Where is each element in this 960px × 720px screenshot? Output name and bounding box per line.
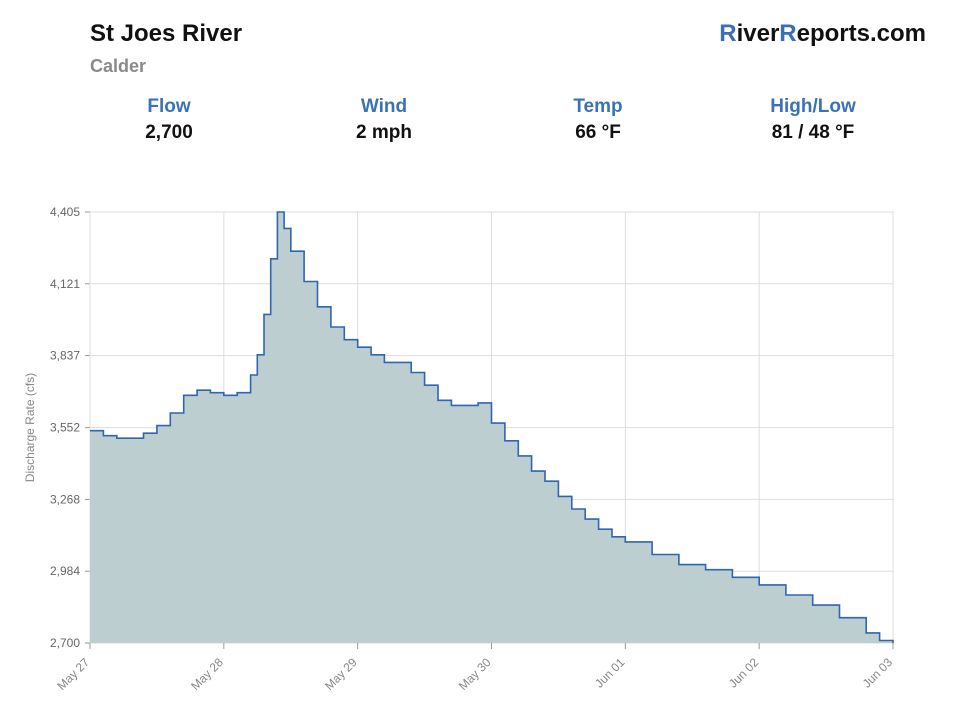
- stat-wind: Wind 2 mph: [294, 96, 474, 144]
- y-tick-label: 3,552: [50, 421, 80, 435]
- y-tick-label: 4,121: [50, 277, 80, 291]
- stat-wind-value: 2 mph: [356, 122, 412, 143]
- x-tick-label: May 29: [322, 655, 360, 693]
- y-tick-label: 3,837: [50, 349, 80, 363]
- logo-letter-r1: R: [719, 20, 737, 47]
- x-tick-label: May 27: [54, 655, 92, 693]
- y-tick-label: 2,984: [50, 564, 80, 578]
- logo-text-part1: iver: [736, 20, 780, 47]
- logo-text-part2: eports.com: [796, 20, 926, 47]
- river-name: St Joes River: [90, 20, 243, 47]
- stat-high-low-value: 81 / 48 °F: [771, 122, 855, 143]
- location-name: Calder: [90, 56, 147, 76]
- x-tick-label: Jun 03: [860, 655, 896, 691]
- y-tick-label: 3,268: [50, 492, 80, 506]
- x-tick-label: Jun 02: [726, 655, 762, 691]
- x-tick-label: May 28: [188, 655, 226, 693]
- stat-wind-label: Wind: [360, 96, 408, 117]
- stat-temp-value: 66 °F: [575, 122, 621, 143]
- stats-bar: Flow 2,700 Wind 2 mph Temp 66 °F High/Lo…: [0, 96, 960, 156]
- series-line: [90, 211, 894, 643]
- stat-high-low-label: High/Low: [770, 96, 856, 117]
- y-tick-label: 2,700: [50, 636, 80, 650]
- x-tick-label: Jun 01: [592, 655, 628, 691]
- x-tick-label: May 30: [456, 655, 494, 693]
- stat-high-low: High/Low 81 / 48 °F: [723, 96, 903, 144]
- site-logo[interactable]: RiverReports.com: [719, 20, 926, 48]
- series-area: [90, 212, 893, 643]
- logo-letter-r2: R: [779, 20, 797, 47]
- stat-temp: Temp 66 °F: [508, 96, 688, 144]
- y-axis-title: Discharge Rate (cfs): [23, 373, 37, 482]
- y-tick-label: 4,405: [50, 205, 80, 219]
- stat-flow-label: Flow: [147, 96, 191, 117]
- stat-flow-value: 2,700: [145, 122, 193, 143]
- stat-flow: Flow 2,700: [79, 96, 259, 144]
- stat-temp-label: Temp: [573, 96, 623, 117]
